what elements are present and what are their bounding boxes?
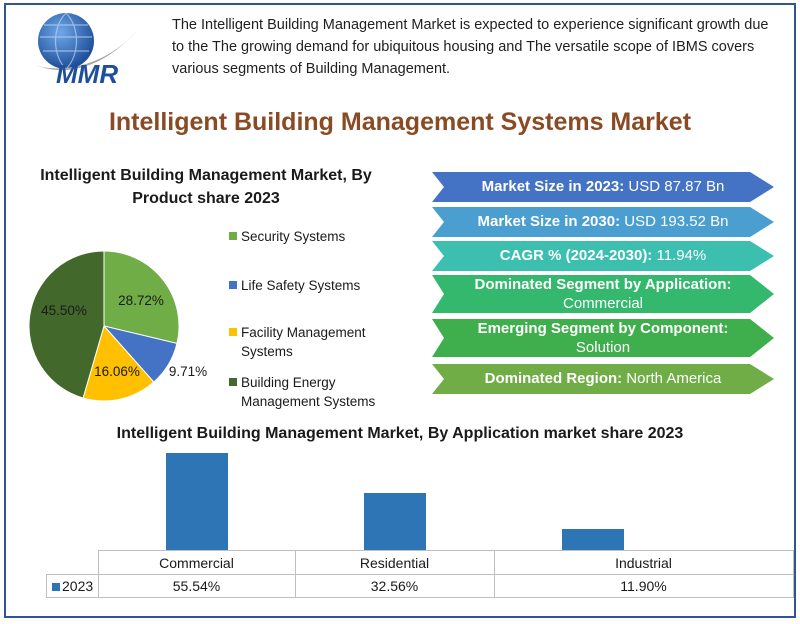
data-label: 11.90% — [620, 578, 667, 594]
highlight-label: Market Size in 2030: — [477, 213, 621, 230]
bar-commercial — [166, 453, 228, 550]
highlight-banner: Dominated Region: North America — [432, 364, 774, 394]
highlight-value: Solution — [575, 339, 631, 356]
legend-item: Building Energy Management Systems — [229, 373, 404, 413]
series-name: 2023 — [62, 578, 94, 594]
globe-meridian — [40, 12, 92, 70]
highlight-value: North America — [622, 370, 722, 387]
highlight-banner: Market Size in 2023: USD 87.87 Bn — [432, 172, 774, 202]
intro-text: The Intelligent Building Management Mark… — [172, 17, 769, 77]
legend-swatch — [229, 378, 237, 386]
data-label: 55.54% — [172, 578, 221, 594]
legend-swatch — [229, 328, 237, 336]
highlight-banner: Dominated Segment by Application: Commerc… — [432, 275, 774, 313]
category-label: Residential — [359, 555, 430, 571]
page-title: Intelligent Building Management Systems … — [108, 108, 692, 136]
globe-icon — [38, 13, 94, 69]
logo-text: MMR — [56, 59, 118, 89]
bar-chart-title: Intelligent Building Management Market, … — [116, 425, 684, 442]
category-label: Industrial — [615, 555, 672, 571]
infographic-frame — [4, 3, 796, 618]
highlight-value: 11.94% — [652, 247, 707, 264]
category-label: Commercial — [159, 555, 234, 571]
highlight-label: Dominated Region: — [484, 370, 623, 387]
legend-label: Building Energy Management Systems — [241, 375, 376, 409]
legend-item: Security Systems — [229, 227, 404, 267]
highlight-label: Emerging Segment by Component: — [477, 320, 729, 337]
legend-swatch — [229, 232, 237, 240]
legend-item: Life Safety Systems — [229, 276, 404, 316]
highlight-label: Market Size in 2023: — [481, 178, 625, 195]
legend-label: Life Safety Systems — [241, 278, 361, 293]
bar-residential — [364, 493, 426, 550]
highlight-label: CAGR % (2024-2030): — [499, 247, 653, 264]
data-table: Commercial 55.54% Residential 32.56% Industr… — [46, 550, 794, 598]
pie-chart-title: Intelligent Building Management Market, … — [40, 167, 372, 207]
highlight-value: USD 193.52 Bn — [620, 213, 729, 230]
mmr-logo: MMR — [36, 12, 138, 89]
highlight-banner: CAGR % (2024-2030): 11.94% — [432, 241, 774, 271]
highlight-banner: Emerging Segment by Component: Solution — [432, 319, 774, 357]
legend-label: Facility Management Systems — [241, 325, 366, 359]
legend-label: Security Systems — [241, 229, 346, 244]
series-swatch — [52, 583, 60, 591]
legend-item: Facility Management Systems — [229, 323, 404, 363]
bar-industrial — [562, 529, 624, 550]
highlight-value: USD 87.87 Bn — [624, 178, 725, 195]
legend-swatch — [229, 281, 237, 289]
highlight-banner: Market Size in 2030: USD 193.52 Bn — [432, 207, 774, 237]
highlight-value: Commercial — [562, 295, 643, 312]
data-label: 32.56% — [370, 578, 419, 594]
highlight-label: Dominated Segment by Application: — [474, 276, 732, 293]
